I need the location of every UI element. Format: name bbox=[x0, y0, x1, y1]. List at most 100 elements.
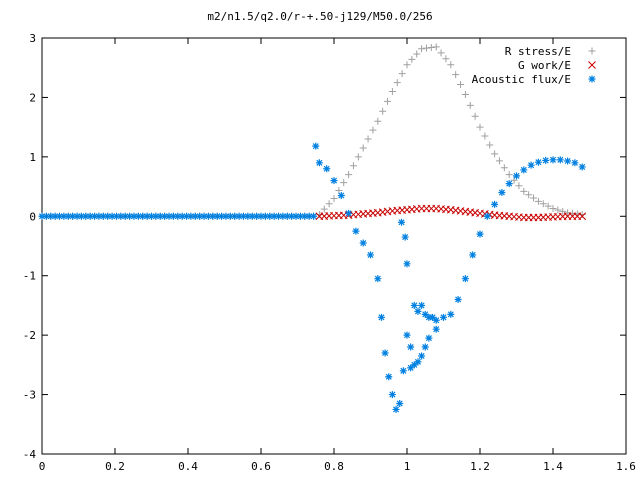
baseline-point bbox=[213, 212, 221, 220]
data-point bbox=[461, 275, 469, 283]
x-tick-label: 0.4 bbox=[178, 460, 198, 473]
data-point bbox=[534, 197, 542, 205]
baseline-point bbox=[169, 212, 177, 220]
data-point bbox=[403, 331, 411, 339]
data-point bbox=[432, 316, 440, 324]
data-point bbox=[413, 50, 421, 58]
baseline-point bbox=[77, 212, 85, 220]
data-point bbox=[578, 163, 586, 171]
data-point bbox=[374, 275, 382, 283]
data-point bbox=[388, 87, 396, 95]
baseline-point bbox=[134, 212, 142, 220]
baseline-point bbox=[248, 212, 256, 220]
baseline-point bbox=[226, 212, 234, 220]
baseline-point bbox=[64, 212, 72, 220]
data-point bbox=[505, 171, 513, 179]
data-point bbox=[345, 171, 353, 179]
data-point bbox=[442, 55, 450, 63]
baseline-point bbox=[152, 212, 160, 220]
baseline-point bbox=[161, 212, 169, 220]
data-point bbox=[398, 218, 406, 226]
data-point bbox=[352, 227, 360, 235]
data-point bbox=[388, 391, 396, 399]
legend-marker bbox=[588, 75, 596, 83]
baseline-point bbox=[148, 212, 155, 220]
data-point bbox=[554, 206, 562, 214]
data-point bbox=[525, 191, 533, 199]
data-point bbox=[549, 205, 557, 213]
legend-marker bbox=[588, 47, 596, 55]
data-point bbox=[447, 310, 455, 318]
baseline-point bbox=[139, 212, 147, 220]
x-tick-label: 1 bbox=[404, 460, 411, 473]
baseline-point bbox=[69, 212, 77, 220]
data-point bbox=[393, 79, 401, 87]
data-point bbox=[396, 399, 404, 407]
y-tick-label: -1 bbox=[23, 270, 36, 283]
data-point bbox=[414, 307, 422, 315]
baseline-point bbox=[56, 212, 64, 220]
baseline-point bbox=[38, 212, 46, 220]
baseline-point bbox=[301, 212, 309, 220]
baseline-point bbox=[279, 212, 287, 220]
baseline-point bbox=[191, 212, 199, 220]
plot-area bbox=[38, 43, 587, 413]
data-point bbox=[385, 373, 393, 381]
baseline-point bbox=[91, 212, 99, 220]
baseline-point bbox=[231, 212, 239, 220]
legend-label: Acoustic flux/E bbox=[472, 73, 571, 86]
data-point bbox=[410, 301, 418, 309]
data-point bbox=[461, 90, 469, 98]
data-point bbox=[495, 157, 503, 165]
x-tick-label: 0.2 bbox=[105, 460, 125, 473]
data-point bbox=[500, 164, 508, 172]
series-1 bbox=[315, 204, 587, 222]
data-point bbox=[421, 343, 429, 351]
data-point bbox=[418, 301, 426, 309]
data-point bbox=[454, 295, 462, 303]
data-point bbox=[398, 70, 406, 78]
baseline-point bbox=[143, 212, 151, 220]
data-point bbox=[564, 209, 572, 217]
baseline-point bbox=[275, 212, 283, 220]
baseline-point bbox=[235, 212, 243, 220]
baseline-point bbox=[156, 212, 164, 220]
plot-frame bbox=[41, 37, 627, 455]
baseline-point bbox=[73, 212, 81, 220]
data-point bbox=[481, 132, 489, 140]
baseline-point bbox=[209, 212, 217, 220]
y-tick-label: 1 bbox=[29, 151, 36, 164]
baseline-point bbox=[239, 212, 247, 220]
data-point bbox=[367, 251, 374, 259]
data-point bbox=[491, 200, 499, 208]
baseline-point bbox=[200, 212, 208, 220]
data-point bbox=[498, 189, 506, 197]
baseline-point bbox=[218, 212, 226, 220]
baseline-point bbox=[296, 212, 304, 220]
data-point bbox=[457, 81, 465, 89]
data-point bbox=[520, 166, 528, 174]
baseline-point bbox=[108, 212, 116, 220]
data-point bbox=[320, 205, 328, 213]
legend-label: R stress/E bbox=[505, 45, 571, 58]
baseline-point bbox=[187, 212, 195, 220]
data-point bbox=[323, 165, 331, 173]
baseline-point bbox=[86, 212, 94, 220]
baseline-point bbox=[51, 212, 59, 220]
baseline-point bbox=[174, 212, 182, 220]
baseline-point bbox=[178, 212, 186, 220]
data-point bbox=[377, 313, 385, 321]
series-2 bbox=[312, 142, 586, 413]
baseline-point bbox=[283, 212, 291, 220]
data-point bbox=[414, 358, 422, 366]
data-point bbox=[534, 158, 542, 166]
data-point bbox=[520, 187, 528, 195]
legend-label: G work/E bbox=[518, 59, 571, 72]
data-point bbox=[345, 209, 353, 217]
y-tick-label: -3 bbox=[23, 389, 36, 402]
data-point bbox=[407, 364, 415, 372]
data-point bbox=[437, 49, 445, 57]
x-axis: 0 0.2 0.4 0.6 0.8 1 1.2 1.4 1.6 bbox=[39, 38, 636, 473]
data-point bbox=[403, 61, 411, 69]
